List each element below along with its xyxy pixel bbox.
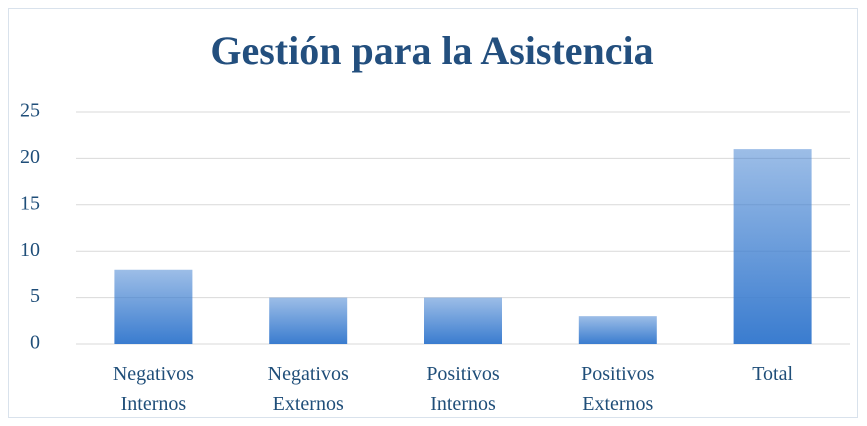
bar — [578, 316, 657, 344]
x-tick-label: Positivos Internos — [426, 363, 500, 415]
bar — [424, 297, 502, 344]
y-tick-label: 15 — [20, 192, 40, 214]
bar — [269, 297, 348, 344]
bar — [114, 269, 193, 344]
y-tick-label: 5 — [30, 285, 40, 307]
y-tick-label: 25 — [20, 100, 40, 122]
x-tick-label: Positivos Externos — [581, 363, 655, 415]
y-tick-label: 20 — [20, 146, 40, 168]
x-tick-label: Negativos Externos — [268, 363, 349, 415]
y-tick-label: 10 — [20, 239, 40, 261]
chart-title: Gestión para la Asistencia — [210, 28, 653, 73]
y-tick-label: 0 — [30, 332, 40, 354]
bar — [733, 149, 812, 344]
x-tick-label: Total — [752, 363, 793, 385]
x-tick-label: Negativos Internos — [113, 363, 194, 415]
chart-frame — [8, 8, 858, 418]
